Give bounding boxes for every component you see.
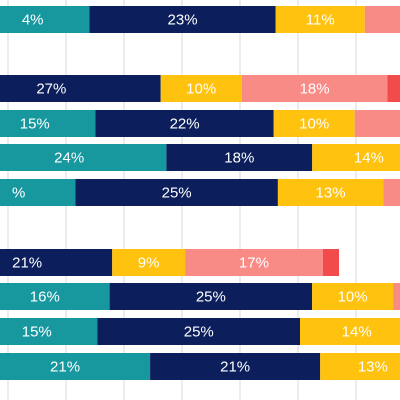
bar-data-label: 24% [54,150,84,167]
bar-segment-yellow [275,6,365,33]
bar-segment-teal [0,318,98,345]
bar-segment-navy [0,75,161,102]
bar-data-label: 15% [22,324,52,341]
bar-data-label: 4% [22,12,44,29]
bar-segment-yellow [312,283,394,310]
bar-data-label: 16% [30,289,60,306]
bar-segment-navy [95,110,274,137]
bar-data-label: 23% [168,12,198,29]
bar-data-label: 25% [196,289,226,306]
bar-segment-navy [97,318,300,345]
bar-segment-teal [0,6,90,33]
bar-segment-yellow [273,110,355,137]
bar-segment-navy [0,249,113,276]
bar-data-label: 10% [299,116,329,133]
bar-segment-red [322,249,339,276]
bar-data-label: 13% [358,359,388,376]
bar-segment-teal [0,179,76,206]
bar-segment-pink [354,110,400,137]
bar-segment-yellow [312,144,400,171]
bar-segment-navy [89,6,276,33]
bar-data-label: 18% [300,81,330,98]
bar-segment-yellow [112,249,186,276]
bar-data-label: 14% [342,324,372,341]
bar-segment-yellow [277,179,384,206]
bar-segment-teal [0,283,110,310]
bar-data-label: 21% [12,255,42,272]
bar-data-label: 13% [316,185,346,202]
bar-segment-pink [383,179,400,206]
bar-segment-teal [0,110,96,137]
bar-data-label: 9% [138,255,160,272]
bar-data-label: 11% [306,12,335,29]
bar-segment-navy [166,144,313,171]
bar-segment-yellow [300,318,400,345]
bar-data-label: 25% [184,324,214,341]
bar-segment-yellow [160,75,242,102]
bar-segment-pink [185,249,323,276]
bar-data-label: % [12,185,25,202]
bar-segment-teal [0,144,167,171]
bar-data-label: 14% [354,150,384,167]
bar-segment-navy [150,353,321,380]
bar-data-label: 10% [338,289,368,306]
bar-segment-pink [364,6,400,33]
bar-data-label: 10% [186,81,216,98]
bar-segment-pink [241,75,388,102]
bar-segment-teal [0,353,151,380]
bar-data-label: 18% [224,150,254,167]
bar-segment-navy [75,179,278,206]
bar-data-label: 27% [36,81,66,98]
bar-data-label: 22% [170,116,200,133]
bar-data-label: 21% [50,359,80,376]
bar-data-label: 25% [162,185,192,202]
bar-data-label: 21% [220,359,250,376]
bar-segment-red [387,75,400,102]
bar-data-label: 17% [239,255,269,272]
bar-segment-yellow [320,353,400,380]
bar-segment-pink [393,283,400,310]
bar-segment-navy [109,283,313,310]
bar-data-label: 15% [20,116,50,133]
